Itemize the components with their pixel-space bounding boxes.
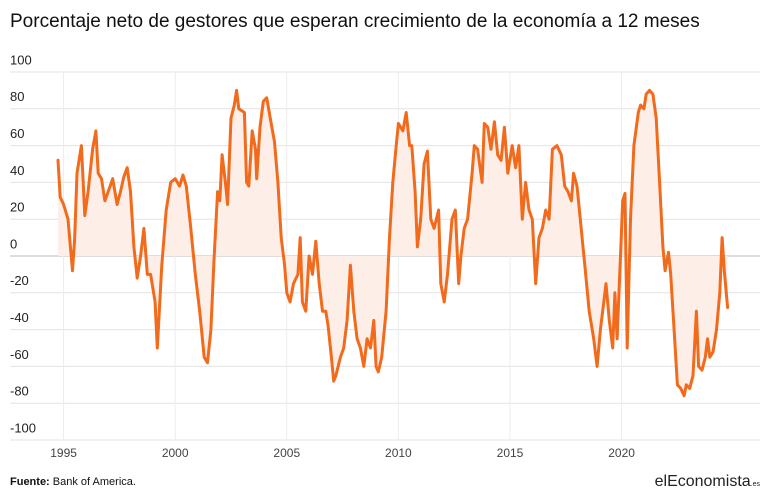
- y-tick-label: 0: [10, 236, 17, 251]
- x-tick-label: 2010: [385, 446, 412, 460]
- x-tick-label: 1995: [50, 446, 77, 460]
- y-tick-label: 40: [10, 163, 24, 178]
- source: Fuente: Bank of America.: [10, 476, 136, 488]
- y-tick-label: -40: [10, 310, 29, 325]
- logo: elEconomista.es: [655, 473, 761, 490]
- x-tick-label: 2015: [497, 446, 524, 460]
- line: [56, 88, 730, 398]
- x-tick-label: 2005: [273, 446, 300, 460]
- y-tick-label: -80: [10, 384, 29, 399]
- chart-title: Porcentaje neto de gestores que esperan …: [10, 11, 700, 32]
- y-tick-label: 20: [10, 200, 24, 215]
- y-tick-label: 100: [10, 52, 32, 67]
- y-tick-label: -100: [10, 420, 36, 435]
- y-tick-label: 60: [10, 126, 24, 141]
- y-tick-label: 80: [10, 89, 24, 104]
- x-tick-label: 2000: [162, 446, 189, 460]
- y-tick-label: -20: [10, 273, 29, 288]
- logo-suffix: .es: [751, 481, 761, 488]
- logo-name: elEconomista: [655, 473, 751, 490]
- area: [58, 90, 728, 396]
- source-label: Fuente:: [10, 476, 50, 488]
- source-text: Bank of America.: [53, 476, 136, 488]
- x-tick-label: 2020: [608, 446, 635, 460]
- y-tick-label: -60: [10, 347, 29, 362]
